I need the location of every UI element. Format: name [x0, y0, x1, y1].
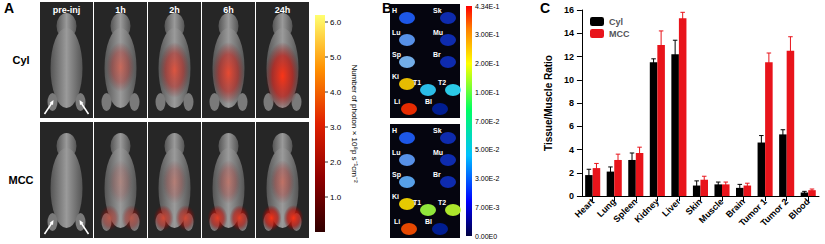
svg-text:Br: Br: [433, 51, 441, 58]
html-text:A: A: [4, 0, 15, 16]
svg-text:T1: T1: [413, 79, 421, 86]
svg-text:Sp: Sp: [392, 51, 401, 59]
svg-text:1.00E-1: 1.00E-1: [475, 89, 500, 96]
svg-text:Bl: Bl: [425, 218, 432, 225]
svg-text:Number of photon × 10⁸p s⁻¹cm⁻: Number of photon × 10⁸p s⁻¹cm⁻²: [350, 64, 359, 182]
svg-text:3.0: 3.0: [330, 123, 342, 132]
svg-text:4.0: 4.0: [330, 88, 342, 97]
svg-text:3.00E-1: 3.00E-1: [475, 31, 500, 38]
svg-text:Tumor 1: Tumor 1: [737, 196, 769, 229]
svg-text:Mu: Mu: [433, 29, 443, 36]
svg-text:T2: T2: [438, 199, 446, 206]
svg-text:H: H: [392, 7, 397, 14]
svg-text:Spleen: Spleen: [611, 196, 640, 225]
svg-text:Lu: Lu: [392, 149, 401, 156]
svg-text:10: 10: [564, 75, 574, 85]
svg-text:14: 14: [564, 28, 574, 38]
svg-text:5.00E-2: 5.00E-2: [475, 146, 500, 153]
svg-text:Li: Li: [394, 98, 400, 105]
svg-text:Lung: Lung: [595, 196, 618, 220]
svg-text:Ki: Ki: [392, 73, 399, 80]
svg-text:Br: Br: [433, 171, 441, 178]
svg-text:0: 0: [569, 191, 574, 201]
svg-text:Lu: Lu: [392, 29, 401, 36]
svg-text:2h: 2h: [169, 5, 180, 15]
svg-text:MCC: MCC: [609, 29, 630, 39]
svg-text:H: H: [392, 127, 397, 134]
svg-text:Sk: Sk: [433, 127, 442, 134]
svg-text:Cyl: Cyl: [609, 17, 623, 27]
svg-text:2: 2: [569, 168, 574, 178]
svg-text:Cyl: Cyl: [12, 54, 29, 66]
svg-text:Sp: Sp: [392, 171, 401, 179]
svg-text:4.34E-1: 4.34E-1: [475, 3, 500, 10]
svg-text:5.0: 5.0: [330, 53, 342, 62]
svg-text:Kidney: Kidney: [633, 196, 661, 224]
svg-text:Li: Li: [394, 218, 400, 225]
svg-text:24h: 24h: [275, 5, 291, 15]
svg-text:4: 4: [569, 145, 574, 155]
svg-text:6.0: 6.0: [330, 18, 342, 27]
svg-text:7.00E-2: 7.00E-2: [475, 118, 500, 125]
svg-text:0.00E0: 0.00E0: [475, 233, 497, 240]
svg-text:1h: 1h: [115, 5, 126, 15]
svg-text:Brain: Brain: [723, 196, 748, 220]
svg-text:12: 12: [564, 52, 574, 62]
svg-text:Blood: Blood: [787, 196, 812, 221]
svg-text:3.00E-2: 3.00E-2: [475, 175, 500, 182]
svg-text:8: 8: [569, 98, 574, 108]
svg-text:6h: 6h: [223, 5, 234, 15]
svg-text:Bl: Bl: [425, 98, 432, 105]
svg-text:MCC: MCC: [8, 174, 33, 186]
svg-text:1.0: 1.0: [330, 193, 342, 202]
svg-text:Skin: Skin: [683, 196, 704, 217]
html-text:B: B: [382, 0, 393, 16]
svg-text:2.0: 2.0: [330, 158, 342, 167]
svg-text:Muscle: Muscle: [697, 196, 726, 225]
svg-text:T2: T2: [438, 79, 446, 86]
svg-text:16: 16: [564, 5, 574, 15]
svg-text:Tissue/Muscle Ratio: Tissue/Muscle Ratio: [543, 55, 554, 151]
svg-text:6: 6: [569, 121, 574, 131]
svg-text:T1: T1: [413, 199, 421, 206]
svg-text:Liver: Liver: [660, 196, 683, 219]
svg-text:7.00E-3: 7.00E-3: [475, 204, 500, 211]
svg-text:Mu: Mu: [433, 149, 443, 156]
svg-text:pre-inj: pre-inj: [53, 5, 81, 15]
svg-text:Heart: Heart: [573, 196, 596, 219]
svg-text:Ki: Ki: [392, 193, 399, 200]
svg-text:Tumor 2: Tumor 2: [759, 196, 791, 228]
svg-text:Sk: Sk: [433, 7, 442, 14]
svg-text:2.00E-1: 2.00E-1: [475, 60, 500, 67]
html-text:C: C: [540, 0, 551, 16]
